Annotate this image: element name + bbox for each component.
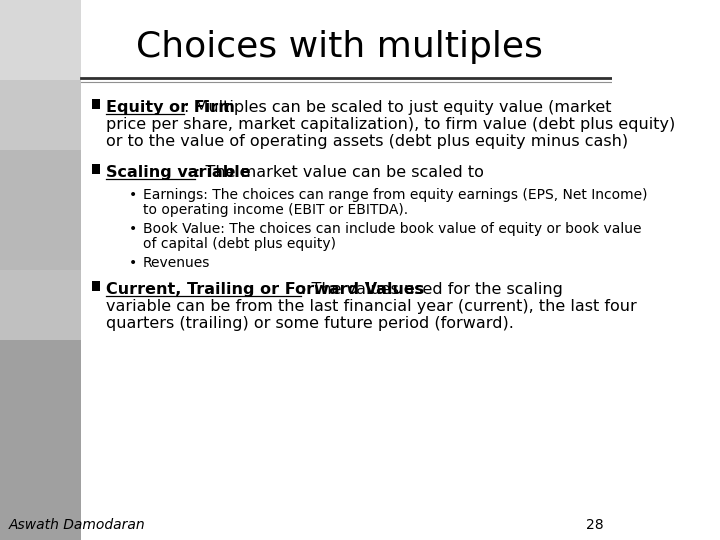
Text: or to the value of operating assets (debt plus equity minus cash): or to the value of operating assets (deb… bbox=[107, 134, 629, 149]
Text: •: • bbox=[129, 222, 138, 236]
Bar bbox=[0, 0, 81, 80]
Bar bbox=[91, 164, 100, 174]
Text: Current, Trailing or Forward Values: Current, Trailing or Forward Values bbox=[107, 282, 425, 297]
Text: Scaling variable: Scaling variable bbox=[107, 165, 251, 180]
Bar bbox=[91, 281, 100, 291]
Text: quarters (trailing) or some future period (forward).: quarters (trailing) or some future perio… bbox=[107, 316, 514, 331]
Text: of capital (debt plus equity): of capital (debt plus equity) bbox=[143, 237, 336, 251]
Bar bbox=[0, 0, 81, 540]
Text: : The values used for the scaling: : The values used for the scaling bbox=[301, 282, 563, 297]
Text: : Multiples can be scaled to just equity value (market: : Multiples can be scaled to just equity… bbox=[184, 100, 612, 115]
Text: Book Value: The choices can include book value of equity or book value: Book Value: The choices can include book… bbox=[143, 222, 642, 236]
Text: •: • bbox=[129, 256, 138, 270]
Bar bbox=[0, 270, 81, 340]
Text: : The market value can be scaled to: : The market value can be scaled to bbox=[195, 165, 484, 180]
Bar bbox=[81, 0, 612, 540]
Text: price per share, market capitalization), to firm value (debt plus equity): price per share, market capitalization),… bbox=[107, 117, 675, 132]
Text: Choices with multiples: Choices with multiples bbox=[137, 30, 544, 64]
Bar bbox=[91, 99, 100, 109]
Text: Revenues: Revenues bbox=[143, 256, 210, 270]
Bar bbox=[0, 80, 81, 150]
Text: •: • bbox=[129, 188, 138, 202]
Text: Equity or Firm: Equity or Firm bbox=[107, 100, 235, 115]
Text: 28: 28 bbox=[586, 518, 603, 532]
Text: Aswath Damodaran: Aswath Damodaran bbox=[9, 518, 145, 532]
Text: Earnings: The choices can range from equity earnings (EPS, Net Income): Earnings: The choices can range from equ… bbox=[143, 188, 647, 202]
Text: variable can be from the last financial year (current), the last four: variable can be from the last financial … bbox=[107, 299, 637, 314]
Bar bbox=[0, 150, 81, 270]
Text: to operating income (EBIT or EBITDA).: to operating income (EBIT or EBITDA). bbox=[143, 203, 408, 217]
